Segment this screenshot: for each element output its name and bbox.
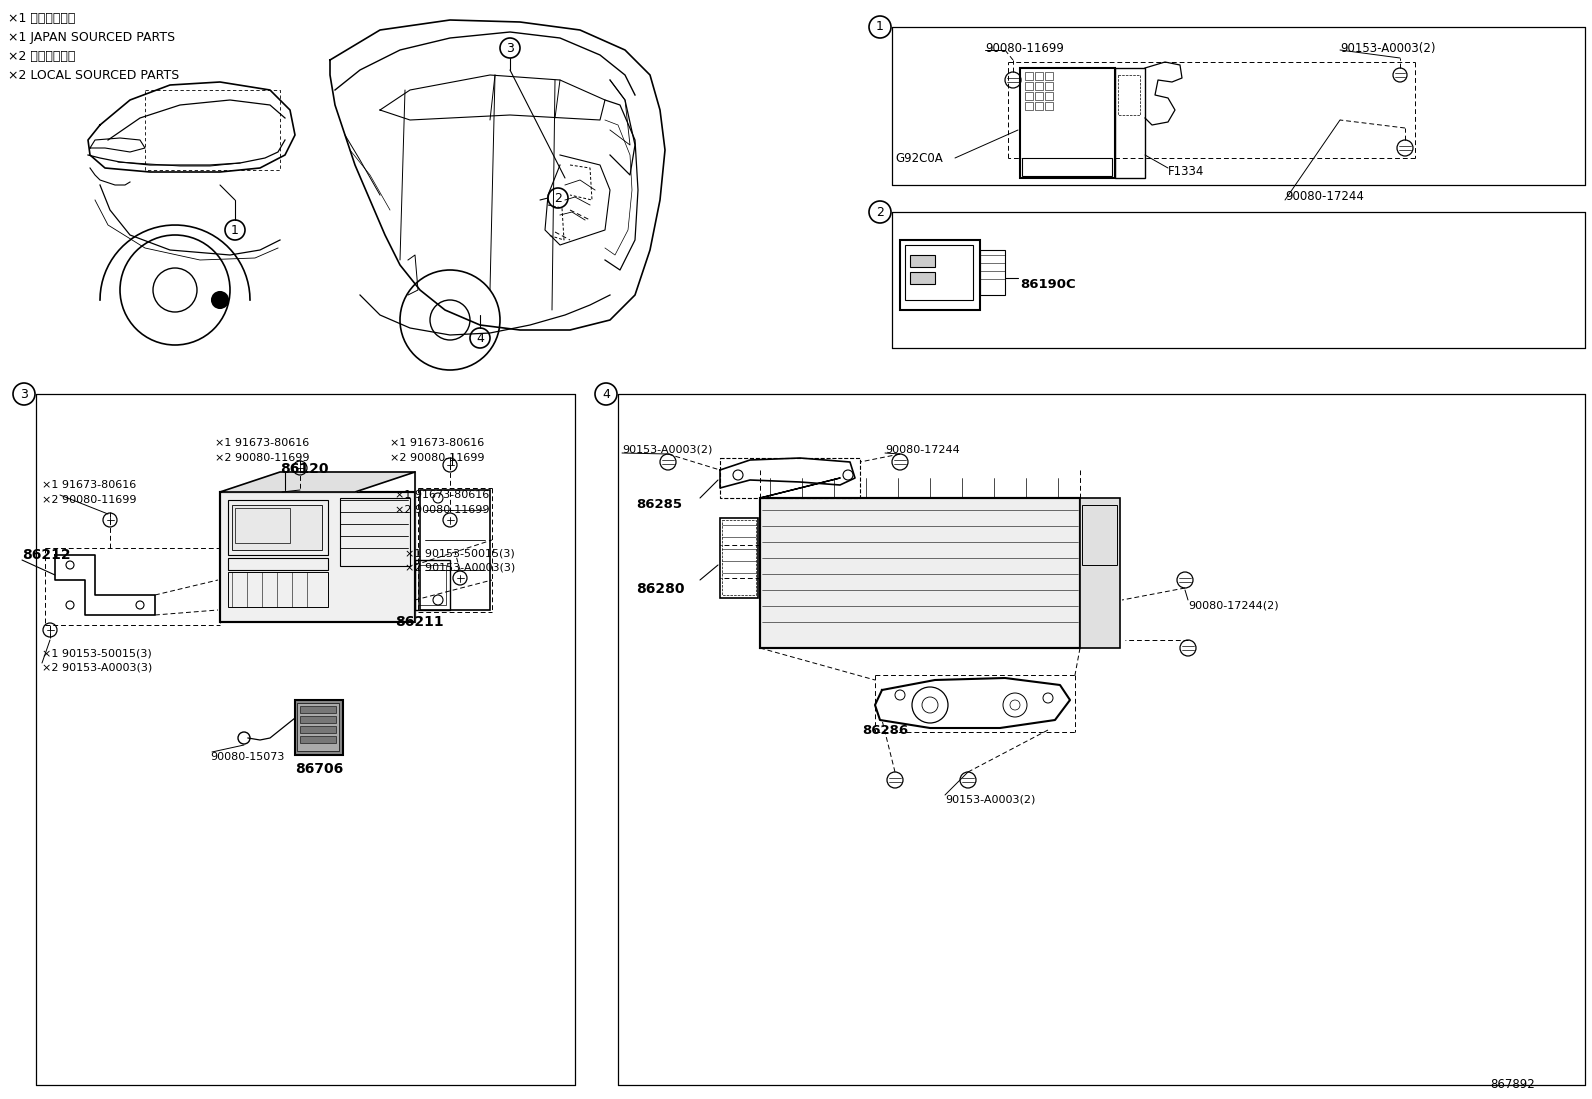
Text: 86120: 86120: [280, 462, 328, 476]
Bar: [911, 255, 935, 267]
Text: 90153-A0003(2): 90153-A0003(2): [1340, 42, 1436, 55]
Bar: [1118, 75, 1140, 115]
Bar: [1022, 158, 1111, 176]
Circle shape: [212, 292, 228, 308]
Text: 4: 4: [602, 388, 610, 400]
Text: 90153-A0003(2): 90153-A0003(2): [622, 445, 712, 455]
Text: 90080-17244: 90080-17244: [1285, 190, 1364, 203]
Bar: [299, 717, 336, 723]
Text: 90080-17244: 90080-17244: [885, 445, 960, 455]
Text: 90080-17244(2): 90080-17244(2): [1188, 600, 1278, 610]
Text: ×2 90153-A0003(3): ×2 90153-A0003(3): [404, 562, 516, 571]
Bar: [1083, 506, 1118, 565]
Text: 2: 2: [554, 191, 562, 204]
Bar: [295, 700, 342, 755]
Text: 867892: 867892: [1490, 1078, 1535, 1091]
Text: ×2 90153-A0003(3): ×2 90153-A0003(3): [41, 663, 153, 673]
Bar: [1044, 92, 1052, 100]
Text: 90080-15073: 90080-15073: [210, 752, 285, 762]
Text: 90080-11699: 90080-11699: [985, 42, 1063, 55]
Text: 86212: 86212: [22, 548, 70, 562]
Text: F1334: F1334: [1169, 165, 1205, 178]
Bar: [899, 240, 981, 310]
Bar: [416, 560, 451, 610]
Text: ×2 90080-11699: ×2 90080-11699: [215, 453, 309, 463]
Text: G92C0A: G92C0A: [895, 152, 942, 165]
Bar: [759, 498, 1079, 648]
Text: ×1 91673-80616: ×1 91673-80616: [390, 439, 484, 448]
Bar: [220, 492, 416, 622]
Bar: [1025, 73, 1033, 80]
Text: 90153-A0003(2): 90153-A0003(2): [946, 795, 1035, 804]
Bar: [720, 518, 758, 598]
Text: ×2 現地調達部品: ×2 現地調達部品: [8, 49, 75, 63]
Bar: [1035, 82, 1043, 90]
Bar: [911, 271, 935, 284]
Text: 1: 1: [231, 223, 239, 236]
Text: 86285: 86285: [635, 498, 681, 511]
Bar: [236, 508, 290, 543]
Bar: [1035, 92, 1043, 100]
Bar: [1035, 102, 1043, 110]
Bar: [299, 706, 336, 713]
Text: 86211: 86211: [395, 615, 444, 629]
Bar: [1044, 73, 1052, 80]
Bar: [220, 492, 416, 622]
Bar: [298, 703, 339, 751]
Bar: [720, 458, 860, 498]
Bar: [1044, 82, 1052, 90]
Bar: [341, 498, 411, 566]
Bar: [419, 565, 446, 606]
Text: ×1 90153-50015(3): ×1 90153-50015(3): [404, 548, 514, 558]
Text: ×1 JAPAN SOURCED PARTS: ×1 JAPAN SOURCED PARTS: [8, 31, 175, 44]
Bar: [228, 571, 328, 607]
Text: ×2 90080-11699: ×2 90080-11699: [41, 495, 137, 506]
Text: 4: 4: [476, 332, 484, 344]
Bar: [723, 520, 756, 595]
Bar: [904, 245, 973, 300]
Bar: [1035, 73, 1043, 80]
Text: 86706: 86706: [295, 762, 344, 776]
Text: ×2 LOCAL SOURCED PARTS: ×2 LOCAL SOURCED PARTS: [8, 69, 180, 82]
Text: 86280: 86280: [635, 582, 685, 596]
Bar: [1114, 68, 1145, 178]
Text: 1: 1: [876, 21, 884, 33]
Bar: [228, 500, 328, 555]
Bar: [759, 498, 1079, 648]
Text: ×2 90080-11699: ×2 90080-11699: [390, 453, 484, 463]
Text: ×1 日本調達部品: ×1 日本調達部品: [8, 12, 75, 25]
Text: ×1 90153-50015(3): ×1 90153-50015(3): [41, 648, 151, 658]
Text: 3: 3: [21, 388, 29, 400]
Bar: [1020, 68, 1114, 178]
Text: ×1 91673-80616: ×1 91673-80616: [41, 480, 137, 490]
Text: 3: 3: [506, 42, 514, 55]
Text: ×1 91673-80616: ×1 91673-80616: [395, 490, 489, 500]
Polygon shape: [759, 478, 841, 498]
Text: 86286: 86286: [861, 724, 907, 737]
Bar: [1025, 82, 1033, 90]
Text: ×2 90080-11699: ×2 90080-11699: [395, 506, 489, 515]
Text: ×1 91673-80616: ×1 91673-80616: [215, 439, 309, 448]
Bar: [299, 726, 336, 733]
Bar: [1079, 498, 1121, 648]
Bar: [1025, 102, 1033, 110]
Bar: [299, 736, 336, 743]
Text: 2: 2: [876, 206, 884, 219]
Polygon shape: [220, 471, 416, 492]
Bar: [420, 490, 490, 610]
Bar: [232, 506, 322, 550]
Text: 86190C: 86190C: [1020, 278, 1076, 291]
Bar: [1044, 102, 1052, 110]
Bar: [981, 249, 1005, 295]
Bar: [228, 558, 328, 570]
Bar: [1025, 92, 1033, 100]
